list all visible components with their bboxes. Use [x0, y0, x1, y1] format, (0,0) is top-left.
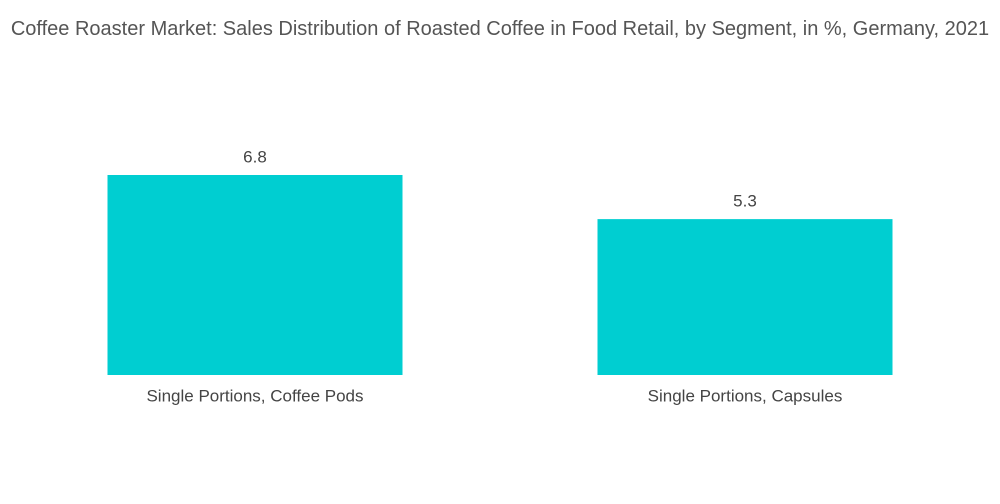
value-label: 5.3 [733, 192, 757, 211]
bar [107, 175, 403, 375]
chart-title: Coffee Roaster Market: Sales Distributio… [10, 18, 990, 40]
value-label: 6.8 [243, 147, 267, 166]
x-tick-label: Single Portions, Coffee Pods [146, 386, 363, 405]
x-tick-label: Single Portions, Capsules [648, 386, 843, 405]
bar [597, 219, 893, 375]
